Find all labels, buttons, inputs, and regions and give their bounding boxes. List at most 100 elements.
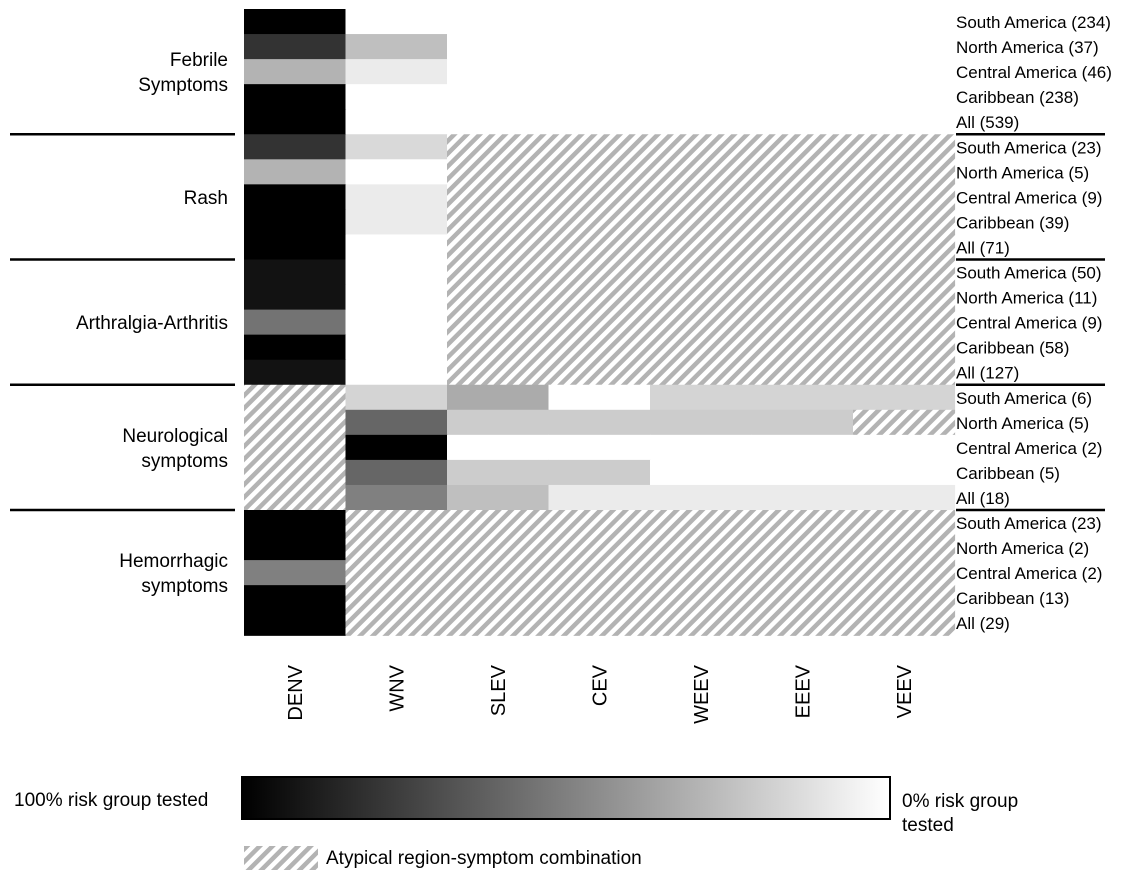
heatmap-cell [244,434,347,461]
heatmap-cell [548,610,651,636]
heatmap-cell [244,109,347,135]
heatmap-cell [345,309,448,336]
column-label: CEV [589,664,611,706]
heatmap-cell [853,59,956,85]
heatmap-cell [244,184,347,210]
heatmap-cell [345,109,448,135]
heatmap-cell [548,334,651,361]
heatmap-cell [650,184,753,210]
column-label: SLEV [488,664,510,716]
row-label: Caribbean (13) [956,589,1069,608]
heatmap-cell [853,109,956,135]
heatmap-cell [244,560,347,586]
heatmap-cell [853,459,956,486]
row-label: North America (5) [956,414,1089,433]
row-label: North America (2) [956,539,1089,558]
row-label: All (29) [956,614,1010,633]
heatmap-cell [548,309,651,336]
legend-max-label: 0% risk group tested [902,791,1019,836]
heatmap-cell [751,409,854,436]
heatmap-cell [853,209,956,236]
heatmap-cell [345,459,448,486]
heatmap-cell [345,234,448,261]
heatmap-cell [650,535,753,561]
heatmap-cell [650,359,753,386]
heatmap-cell [244,510,347,536]
group-separators [10,133,1105,512]
heatmap-cell [650,59,753,85]
row-label: Caribbean (5) [956,464,1060,483]
heatmap-cell [548,109,651,135]
heatmap-cell [650,159,753,185]
heatmap-cell [853,510,956,536]
column-labels: DENV WNV SLEV CEV WEEV EEEV VEEV [285,664,916,724]
heatmap-cell [751,209,854,236]
heatmap-cell [345,610,448,636]
heatmap-cell [447,309,550,336]
heatmap-cell [853,334,956,361]
row-label: Central America (46) [956,63,1112,82]
row-label: South America (50) [956,264,1102,283]
heatmap-cell [650,459,753,486]
heatmap-cell [244,84,347,110]
heatmap-cell [447,159,550,185]
heatmap-cell [345,384,448,411]
heatmap-cell [650,384,753,411]
heatmap-cell [548,535,651,561]
heatmap-cell [345,585,448,611]
heatmap-cell [345,59,448,85]
row-label: South America (6) [956,389,1092,408]
heatmap-cell [853,284,956,311]
heatmap-cell [345,259,448,286]
heatmap-cell [751,309,854,336]
heatmap-cell [548,459,651,486]
heatmap-cell [244,585,347,611]
heatmap-cell [244,309,347,336]
heatmap-cell [244,159,347,185]
row-label: Caribbean (58) [956,339,1069,358]
column-label: WEEV [691,664,713,724]
heatmap-cell [447,359,550,386]
heatmap-cell [650,610,753,636]
row-label: North America (5) [956,163,1089,182]
row-label: Central America (9) [956,188,1102,207]
heatmap-cell [548,384,651,411]
heatmap-cell [244,459,347,486]
group-label: Febrile Symptoms [138,50,228,96]
row-label: All (18) [956,489,1010,508]
heatmap-cell [853,134,956,160]
heatmap-chart: Febrile Symptoms Rash Arthralgia-Arthritis N… [10,9,1112,724]
heatmap-cell [244,409,347,436]
heatmap-cell [751,284,854,311]
heatmap-cell [751,334,854,361]
heatmap-cell [548,560,651,586]
heatmap-cell [853,159,956,185]
heatmap-cell [345,535,448,561]
heatmap-cell [751,259,854,286]
heatmap-cell [548,84,651,110]
heatmap-cell [447,409,550,436]
heatmap-cell [244,384,347,411]
group-labels: Febrile Symptoms Rash Arthralgia-Arthritis N… [76,50,228,597]
heatmap-cell [244,359,347,386]
heatmap-cell [447,134,550,160]
heatmap-cell [548,585,651,611]
heatmap-cell [244,209,347,236]
group-label: Neurological symptoms [122,426,228,472]
heatmap-cell [345,560,448,586]
heatmap-cell [447,284,550,311]
heatmap-cell [447,209,550,236]
heatmap-cell [650,209,753,236]
row-label: North America (11) [956,289,1097,308]
row-label: All (127) [956,364,1019,383]
legend-hatch-swatch [244,846,318,870]
heatmap-cell [751,59,854,85]
heatmap-cell [751,234,854,261]
heatmap-cell [751,484,854,511]
heatmap-cell [548,284,651,311]
heatmap-cell [345,9,448,35]
heatmap-cell [345,209,448,236]
heatmap-cell [447,259,550,286]
heatmap-cell [751,585,854,611]
heatmap-cell [345,34,448,60]
